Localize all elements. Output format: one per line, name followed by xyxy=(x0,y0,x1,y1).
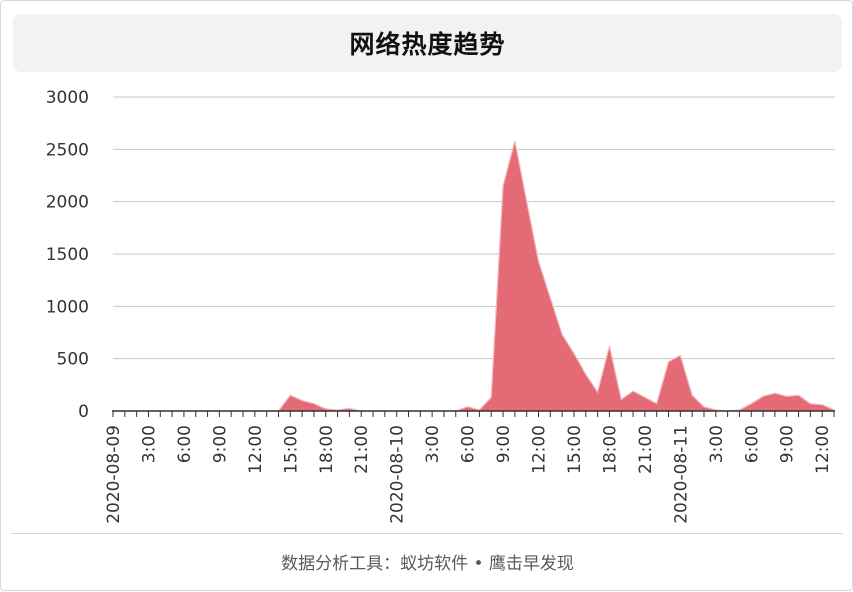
x-tick-label: 3:00 xyxy=(139,425,159,463)
x-tick-label: 2020-08-10 xyxy=(388,425,408,524)
y-tick-label-500: 500 xyxy=(57,350,89,370)
x-axis xyxy=(112,411,835,417)
x-tick-label: 12:00 xyxy=(530,425,550,474)
area-fill xyxy=(113,141,834,411)
x-tick-label: 12:00 xyxy=(813,425,833,474)
x-tick-label: 9:00 xyxy=(778,425,798,463)
x-tick-label: 15:00 xyxy=(281,425,301,474)
x-tick-label: 18:00 xyxy=(600,425,620,474)
area-series xyxy=(113,141,834,411)
x-tick-label: 21:00 xyxy=(352,425,372,474)
y-tick-label-1000: 1000 xyxy=(46,297,89,317)
y-axis-labels: 0 500 1000 1500 2000 2500 3000 xyxy=(46,88,89,422)
y-tick-label-1500: 1500 xyxy=(46,245,89,265)
x-tick-label: 21:00 xyxy=(636,425,656,474)
x-tick-label: 6:00 xyxy=(175,425,195,463)
x-tick-label: 2020-08-11 xyxy=(671,425,691,524)
x-axis-labels: 2020-08-09 3:00 6:00 9:00 12:00 15:00 18:00 21:… xyxy=(104,425,833,524)
x-tick-label: 9:00 xyxy=(494,425,514,463)
y-tick-label-3000: 3000 xyxy=(46,88,89,108)
y-tick-label-2000: 2000 xyxy=(46,193,89,213)
y-tick-label-2500: 2500 xyxy=(46,140,89,160)
grid-lines xyxy=(113,97,835,359)
area-line xyxy=(113,141,834,411)
x-tick-label: 6:00 xyxy=(742,425,762,463)
x-tick-label: 2020-08-09 xyxy=(104,425,124,524)
footer-credit: 数据分析工具：蚁坊软件 • 鹰击早发现 xyxy=(1,549,853,574)
x-tick-label: 3:00 xyxy=(707,425,727,463)
y-tick-label-0: 0 xyxy=(78,402,89,422)
x-tick-label: 15:00 xyxy=(565,425,585,474)
x-tick-label: 18:00 xyxy=(317,425,337,474)
x-tick-label: 12:00 xyxy=(246,425,266,474)
footer-divider xyxy=(11,533,843,534)
x-tick-label: 3:00 xyxy=(423,425,443,463)
x-tick-label: 9:00 xyxy=(210,425,230,463)
x-tick-label: 6:00 xyxy=(459,425,479,463)
